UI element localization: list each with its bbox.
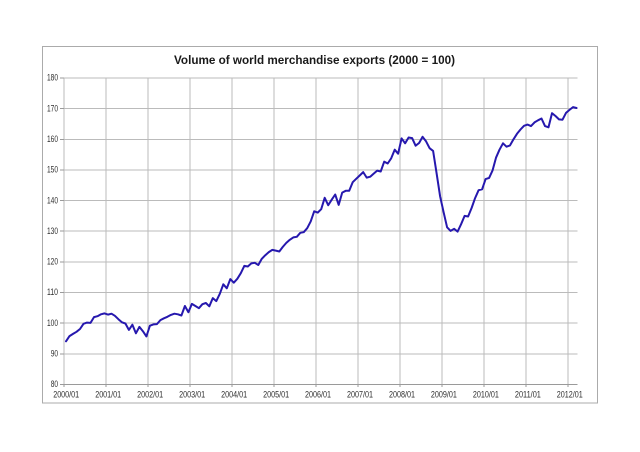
svg-text:2003/01: 2003/01 bbox=[179, 390, 205, 400]
svg-text:2007/01: 2007/01 bbox=[347, 390, 373, 400]
svg-text:Volume of world merchandise ex: Volume of world merchandise exports (200… bbox=[174, 53, 455, 67]
svg-text:80: 80 bbox=[51, 379, 58, 389]
svg-text:2010/01: 2010/01 bbox=[473, 390, 499, 400]
svg-text:140: 140 bbox=[47, 195, 58, 205]
svg-text:100: 100 bbox=[47, 318, 58, 328]
svg-text:2006/01: 2006/01 bbox=[305, 390, 331, 400]
svg-text:2000/01: 2000/01 bbox=[53, 390, 79, 400]
svg-text:2001/01: 2001/01 bbox=[95, 390, 121, 400]
svg-text:180: 180 bbox=[47, 73, 58, 83]
svg-text:2002/01: 2002/01 bbox=[137, 390, 163, 400]
svg-text:2004/01: 2004/01 bbox=[221, 390, 247, 400]
svg-text:2008/01: 2008/01 bbox=[389, 390, 415, 400]
svg-text:2011/01: 2011/01 bbox=[515, 390, 541, 400]
svg-text:2012/01: 2012/01 bbox=[557, 390, 583, 400]
svg-text:90: 90 bbox=[51, 349, 58, 359]
svg-text:2005/01: 2005/01 bbox=[263, 390, 289, 400]
svg-text:130: 130 bbox=[47, 226, 58, 236]
svg-text:160: 160 bbox=[47, 134, 58, 144]
svg-text:110: 110 bbox=[47, 287, 58, 297]
svg-text:2009/01: 2009/01 bbox=[431, 390, 457, 400]
svg-text:120: 120 bbox=[47, 257, 58, 267]
svg-text:170: 170 bbox=[47, 103, 58, 113]
svg-text:150: 150 bbox=[47, 165, 58, 175]
